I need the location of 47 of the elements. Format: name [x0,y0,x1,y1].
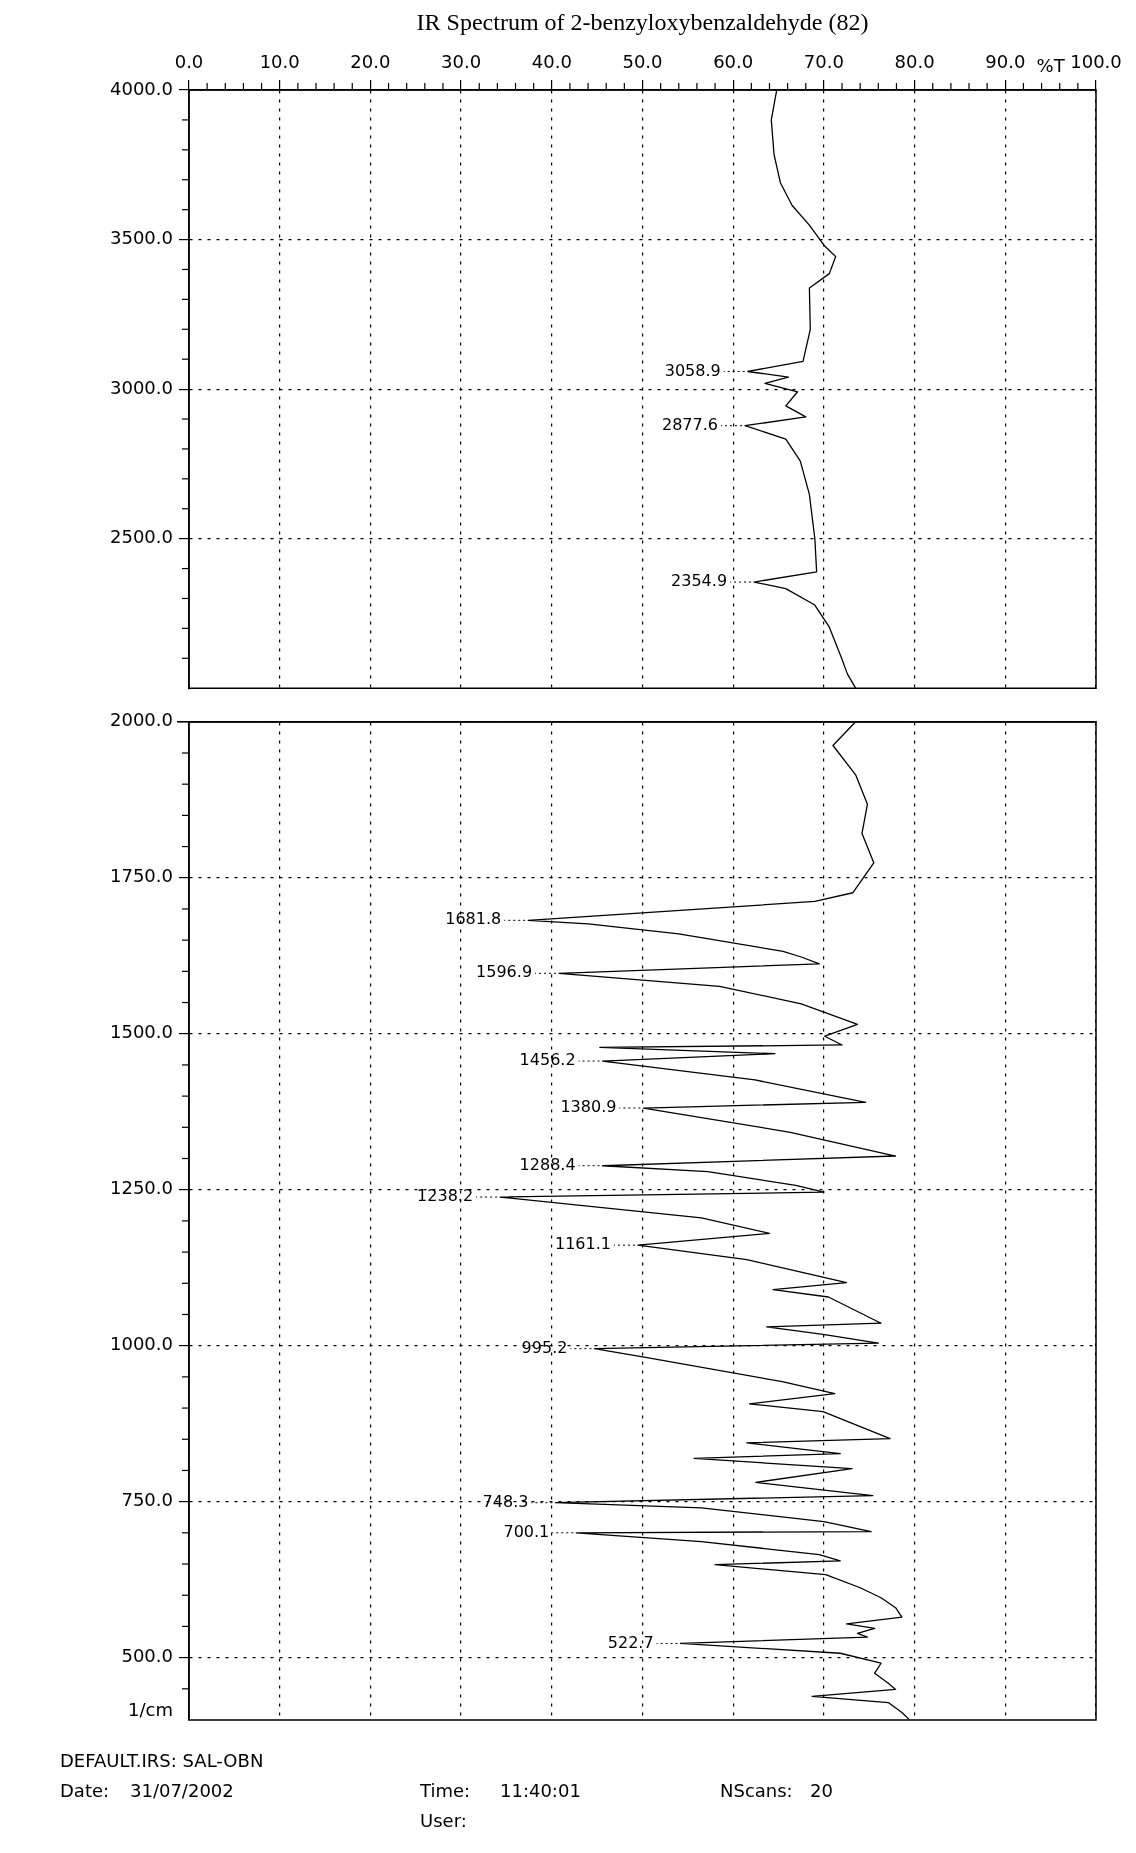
text: User: [420,1809,467,1831]
y-tick-label: 3500.0 [110,227,173,249]
y-axis-title: 1/cm [128,1699,173,1721]
x-tick-label: 70.0 [803,50,844,72]
annotation: 700.1 [503,1521,550,1541]
text: 11:40:01 [500,1779,581,1801]
annotation: 1380.9 [560,1097,617,1117]
x-tick-label: 80.0 [894,50,935,72]
annotation: 522.7 [607,1632,654,1652]
x-axis-title: %T [1036,54,1066,76]
x-tick-label: 100.0 [1070,50,1122,72]
x-tick-label: 30.0 [441,50,482,72]
text: Time: [419,1779,471,1801]
chart-title: IR Spectrum of 2-benzyloxybenzaldehyde (82) [416,9,869,36]
text: NScans: [720,1779,793,1801]
text: 20 [810,1779,833,1801]
annotation: 995.2 [521,1337,568,1357]
annotation: 1456.2 [519,1050,576,1070]
y-tick-label: 4000.0 [110,77,173,99]
text: DEFAULT.IRS: SAL-OBN [60,1749,264,1771]
x-tick-label: 40.0 [531,50,572,72]
x-tick-label: 0.0 [174,50,204,72]
y-tick-label: 1750.0 [110,865,173,887]
text: Date: [60,1779,110,1801]
y-tick-label: 750.0 [121,1489,173,1511]
x-tick-label: 50.0 [622,50,663,72]
x-tick-label: 90.0 [985,50,1026,72]
annotation: 2354.9 [671,571,728,591]
x-tick-label: 20.0 [350,50,391,72]
y-tick-label: 1250.0 [110,1177,173,1199]
y-tick-label: 500.0 [121,1645,173,1667]
y-tick-label: 1000.0 [110,1333,173,1355]
y-tick-label: 3000.0 [110,376,173,398]
annotation: 2877.6 [662,414,718,434]
annotation: 3058.9 [664,360,721,380]
annotation: 1681.8 [445,909,502,929]
y-tick-label: 1500.0 [110,1021,173,1043]
y-tick-label: 2000.0 [110,709,173,731]
y-tick-label: 2500.0 [110,526,173,548]
text: 31/07/2002 [130,1779,234,1801]
annotation: 1161.1 [554,1234,611,1254]
annotation: 1596.9 [476,962,533,982]
x-tick-label: 10.0 [259,50,300,72]
annotation: 1288.4 [519,1154,576,1174]
x-tick-label: 60.0 [713,50,754,72]
annotation: 1238.2 [417,1186,474,1206]
annotation: 748.3 [482,1491,529,1511]
